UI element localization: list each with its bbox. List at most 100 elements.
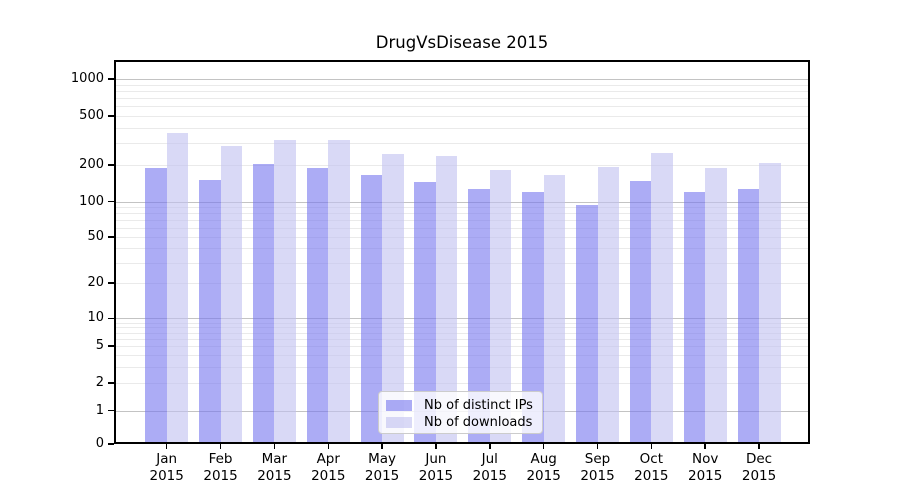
x-tick-year: 2015	[418, 468, 454, 484]
bar-downloads	[328, 140, 350, 442]
legend-swatch-downloads	[386, 417, 412, 428]
x-tick-mark	[489, 444, 491, 449]
gridline-minor	[116, 115, 808, 117]
x-tick-month: Sep	[584, 451, 611, 467]
gridline-minor	[116, 248, 808, 250]
gridline-minor	[116, 332, 808, 334]
x-tick-year: 2015	[741, 468, 777, 484]
x-tick-label: Mar 2015	[242, 451, 306, 485]
bar-distinct-ips	[252, 164, 275, 442]
gridline-minor	[116, 106, 808, 108]
bar-distinct-ips	[414, 181, 436, 442]
x-tick-month: Jan	[156, 451, 178, 467]
x-tick-year: 2015	[203, 468, 238, 484]
legend-entry-downloads: Nb of downloads	[386, 414, 534, 431]
gridline-major	[116, 79, 808, 80]
gridline-minor	[116, 346, 808, 348]
x-tick-month: Jun	[425, 451, 447, 467]
gridline-minor	[116, 322, 808, 324]
bar-distinct-ips	[468, 188, 490, 442]
x-tick-label: Apr 2015	[296, 451, 360, 485]
legend-entry-distinct-ips: Nb of distinct IPs	[386, 397, 534, 414]
gridline-minor	[116, 219, 808, 221]
x-tick-mark	[542, 444, 545, 449]
x-tick-label: Jul 2015	[458, 451, 522, 485]
x-tick-mark	[273, 444, 276, 449]
bar-downloads	[382, 154, 404, 442]
x-tick-year: 2015	[580, 468, 615, 484]
x-tick-label: Dec 2015	[727, 451, 791, 485]
gridline-minor	[116, 236, 808, 238]
gridline-minor	[116, 127, 808, 129]
y-tick-label: 0	[95, 436, 104, 451]
x-tick-month: Apr	[316, 451, 340, 467]
x-tick-month: Mar	[261, 451, 288, 467]
x-tick-year: 2015	[149, 468, 184, 484]
bar-distinct-ips	[629, 181, 652, 442]
y-tick-mark	[108, 382, 114, 384]
x-tick-month: Feb	[208, 451, 233, 467]
x-tick-mark	[704, 444, 706, 449]
gridline-minor	[116, 207, 808, 209]
gridline-minor	[116, 262, 808, 264]
gridline-minor	[116, 84, 808, 86]
y-tick-mark	[108, 78, 114, 80]
bar-downloads	[705, 167, 727, 442]
bar-distinct-ips	[145, 168, 167, 442]
x-tick-year: 2015	[526, 468, 561, 484]
x-tick-mark	[435, 444, 437, 449]
x-tick-month: May	[368, 451, 397, 467]
gridline-minor	[116, 382, 808, 384]
bar-downloads	[543, 175, 566, 442]
gridline-minor	[116, 327, 808, 329]
legend: Nb of distinct IPs Nb of downloads	[378, 391, 543, 434]
bar-distinct-ips	[306, 167, 329, 442]
x-tick-month: Aug	[530, 451, 557, 467]
y-tick-mark	[108, 200, 114, 203]
gridline-minor	[116, 355, 808, 357]
x-tick-year: 2015	[634, 468, 669, 484]
x-tick-mark	[219, 444, 222, 449]
bar-downloads	[651, 153, 673, 442]
bar-distinct-ips	[576, 204, 598, 442]
gridline-minor	[116, 90, 808, 92]
y-tick-label: 20	[87, 275, 104, 291]
y-tick-label: 10	[87, 310, 104, 326]
bar-distinct-ips	[360, 175, 383, 442]
y-tick-label: 1	[95, 402, 104, 418]
bar-downloads	[220, 145, 243, 442]
bar-distinct-ips	[199, 180, 221, 442]
x-tick-year: 2015	[364, 468, 400, 484]
x-tick-label: Aug 2015	[512, 451, 576, 485]
bar-distinct-ips	[737, 188, 760, 442]
legend-label-distinct-ips: Nb of distinct IPs	[424, 398, 533, 413]
x-tick-label: Feb 2015	[189, 451, 253, 485]
x-tick-month: Jul	[481, 451, 498, 467]
y-tick-label: 100	[79, 193, 104, 209]
x-tick-month: Nov	[692, 451, 719, 467]
x-tick-mark	[327, 444, 329, 449]
x-tick-mark	[381, 444, 383, 449]
bar-distinct-ips	[522, 191, 544, 442]
legend-swatch-distinct-ips	[386, 400, 412, 411]
x-tick-label: Jan 2015	[135, 451, 199, 485]
x-tick-mark	[596, 444, 599, 449]
y-tick-label: 500	[79, 107, 104, 123]
x-tick-month: Oct	[639, 451, 664, 467]
y-tick-mark	[108, 115, 114, 117]
chart-title: DrugVsDisease 2015	[375, 33, 549, 52]
bar-downloads	[489, 170, 512, 442]
gridline-minor	[116, 143, 808, 145]
y-tick-mark	[108, 317, 114, 320]
bar-downloads	[435, 155, 458, 442]
x-tick-month: Dec	[745, 451, 773, 467]
gridline-minor	[116, 212, 808, 214]
x-tick-label: Sep 2015	[566, 451, 630, 485]
x-tick-label: Nov 2015	[673, 451, 737, 485]
x-tick-mark	[165, 444, 168, 449]
gridline-minor	[116, 227, 808, 229]
gridline-minor	[116, 338, 808, 340]
gridline-minor	[116, 98, 808, 99]
x-tick-label: Oct 2015	[619, 451, 683, 485]
bar-distinct-ips	[683, 191, 706, 442]
